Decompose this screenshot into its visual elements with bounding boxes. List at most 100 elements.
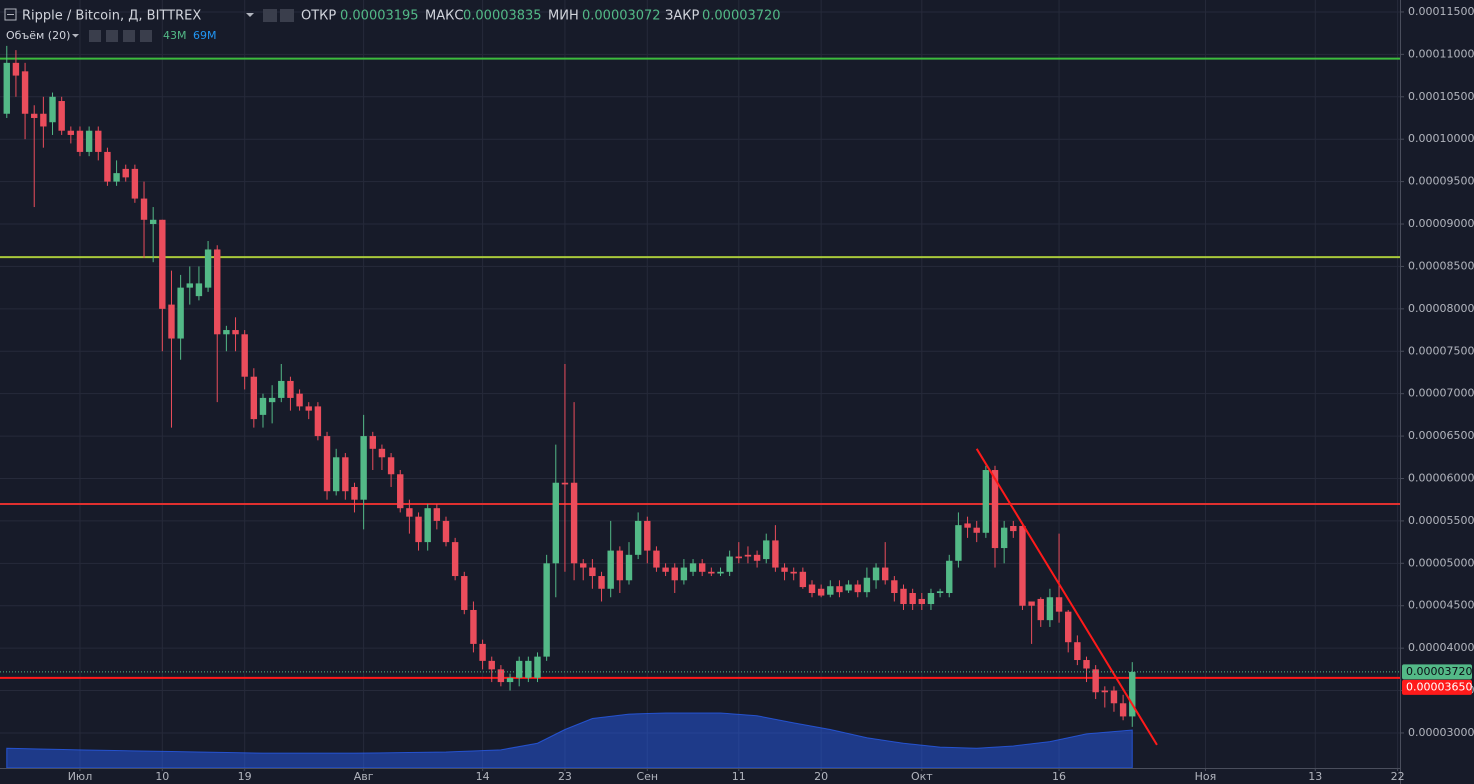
y-tick-label: 0.00005000 [1408,556,1474,569]
candle-body [1101,690,1109,693]
candle-body [85,130,93,152]
candle-body [342,457,349,492]
candle-body [232,330,239,335]
candle-body [625,554,633,581]
candle-body [644,520,651,551]
close-value: 0.00003720 [702,9,781,24]
candle-body [561,482,569,485]
candle-body [854,584,861,593]
collapse-icon[interactable] [4,8,17,21]
candle-body [936,591,944,594]
candle-body [1083,660,1090,669]
volume-add-icon[interactable] [123,30,135,42]
x-tick-label: 19 [238,770,252,783]
candle-body [67,130,75,135]
candle-body [314,406,322,437]
y-tick-label: 0.00010500 [1408,90,1474,103]
x-tick-label: 16 [1052,770,1066,783]
y-tick-label: 0.00008500 [1408,259,1474,272]
eye-icon[interactable] [263,9,277,22]
candle-body [479,643,486,661]
candle-body [387,457,395,475]
volume-ma-value: 69M [193,29,217,42]
candle-body [40,113,47,127]
volume-close-icon[interactable] [140,30,152,42]
last-price-label: 0.00003720 [1406,665,1472,678]
candle-body [1110,690,1118,704]
high-value: 0.00003835 [463,9,542,24]
candle-body [1119,703,1127,717]
x-tick-label: 14 [476,770,490,783]
low-label: МИН [548,9,579,24]
candle-body [515,660,523,678]
candle-body [415,516,422,543]
candle-body [744,554,752,557]
candle-body [1019,525,1026,606]
candle-body [927,593,935,605]
candle-body [268,397,276,403]
candle-body [891,580,898,594]
candle-body [1037,598,1044,621]
candle-body [634,520,642,555]
x-tick-label: 10 [155,770,169,783]
candle-body [497,669,505,683]
candle-body [671,567,678,581]
candle-body [49,96,56,123]
candle-body [241,334,248,377]
candle-body [543,563,550,657]
candle-body [1010,525,1017,532]
candle-body [149,219,157,225]
candle-body [278,380,285,398]
y-tick-label: 0.00011500 [1408,5,1474,18]
header: Ripple / Bitcoin, Д, BITTREX ОТКР 0.0000… [4,8,781,42]
candle-body [790,571,797,574]
candle-body [872,567,880,581]
candle-body [424,508,431,543]
settings-icon[interactable] [280,9,294,22]
candle-body [918,598,926,605]
candle-body [351,486,358,500]
candle-body [1092,669,1099,693]
candle-body [1046,597,1054,621]
candle-body [95,130,102,152]
candle-body [973,527,980,533]
y-tick-label: 0.00007000 [1408,387,1474,400]
candle-body [186,283,193,288]
price-axis-panel [1400,0,1474,784]
candle-body [991,470,999,549]
candle-body [287,380,294,398]
high-label: МАКС [425,9,463,24]
volume-ma-area [6,712,1133,769]
open-value: 0.00003195 [340,9,419,24]
candle-body [1129,671,1136,717]
chart-title: Ripple / Bitcoin, Д, BITTREX [22,9,201,24]
volume-eye-icon[interactable] [89,30,101,42]
candle-body [955,525,962,561]
close-label: ЗАКР [665,9,699,24]
candle-body [433,508,441,521]
volume-settings-icon[interactable] [106,30,118,42]
candle-body [369,436,376,449]
candle-body [406,508,413,517]
x-tick-label: Авг [354,770,374,783]
candle-body [159,219,166,309]
x-tick-label: Окт [911,770,933,783]
candle-body [168,304,175,339]
candle-body [31,113,38,118]
trendline [975,448,1158,746]
candle-body [909,593,916,605]
candle-body [250,376,258,420]
x-tick-label: Июл [68,770,93,783]
candle-body [689,563,697,572]
y-tick-label: 0.00004500 [1408,599,1474,612]
candle-body [763,540,770,560]
volume-value: 43M [163,29,187,42]
axes: 0.00011500 0.00011000 0.00010500 0.00010000… [68,5,1474,783]
volume-menu[interactable] [72,34,79,38]
low-value: 0.00003072 [582,9,661,24]
title-menu[interactable] [246,13,254,17]
candle-body [21,71,29,114]
candle-body [397,474,404,509]
